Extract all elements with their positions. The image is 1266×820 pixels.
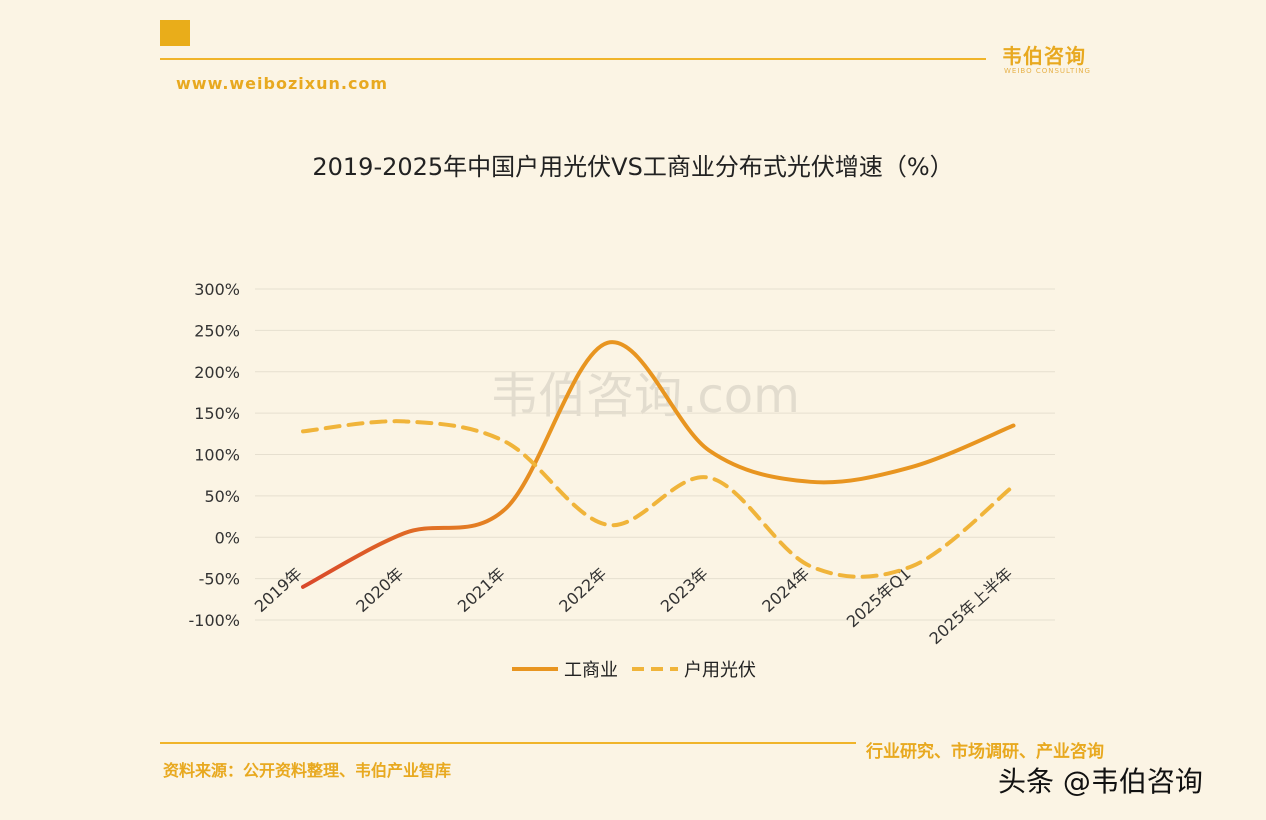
chart-title: 2019-2025年中国户用光伏VS工商业分布式光伏增速（%） bbox=[312, 153, 954, 181]
data-source-note: 资料来源：公开资料整理、韦伯产业智库 bbox=[163, 761, 452, 780]
brand-subtitle: WEIBO CONSULTING bbox=[1004, 67, 1091, 75]
header-divider bbox=[160, 58, 986, 60]
x-tick-label: 2025年上半年 bbox=[926, 564, 1017, 648]
site-url: www.weibozixun.com bbox=[176, 74, 389, 93]
brand-logo-square bbox=[160, 20, 190, 46]
watermark-text: 韦伯咨询.com bbox=[490, 368, 800, 424]
y-tick-label: -100% bbox=[188, 611, 240, 630]
y-tick-label: 250% bbox=[194, 321, 240, 340]
x-tick-label: 2025年Q1 bbox=[843, 564, 915, 631]
toutiao-badge: 头条 @韦伯咨询 bbox=[998, 765, 1203, 798]
x-tick-label: 2024年 bbox=[758, 564, 813, 616]
y-tick-label: 300% bbox=[194, 280, 240, 299]
x-tick-label: 2019年 bbox=[251, 564, 306, 616]
legend-label: 工商业 bbox=[564, 660, 618, 681]
series-line-household bbox=[301, 419, 1016, 579]
footer-tagline: 行业研究、市场调研、产业咨询 bbox=[866, 742, 1104, 762]
x-tick-label: 2020年 bbox=[352, 564, 407, 616]
y-tick-label: 0% bbox=[215, 528, 240, 547]
x-tick-label: 2022年 bbox=[555, 564, 610, 616]
y-tick-label: 200% bbox=[194, 363, 240, 382]
y-tick-label: 100% bbox=[194, 446, 240, 465]
y-tick-label: 150% bbox=[194, 404, 240, 423]
series-line-commercial bbox=[301, 340, 1016, 589]
brand-name: 韦伯咨询 bbox=[1002, 44, 1086, 68]
legend-label: 户用光伏 bbox=[684, 660, 756, 681]
footer-divider bbox=[160, 742, 856, 744]
x-tick-label: 2023年 bbox=[657, 564, 712, 616]
y-tick-label: 50% bbox=[204, 487, 240, 506]
x-tick-label: 2021年 bbox=[454, 564, 509, 616]
y-tick-label: -50% bbox=[199, 570, 240, 589]
